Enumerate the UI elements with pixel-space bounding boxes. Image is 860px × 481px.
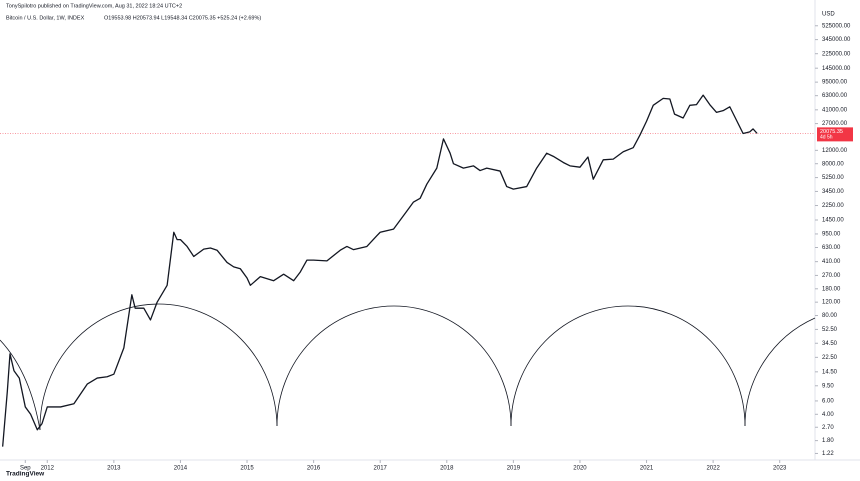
x-tick-label: 2021 (640, 466, 654, 472)
y-tick-label: 52.50 (822, 327, 838, 333)
y-tick-label: 1.22 (822, 451, 834, 457)
x-tick-label: 2014 (174, 466, 188, 472)
x-tick-label: 2019 (507, 466, 521, 472)
y-tick-label: 270.00 (822, 273, 841, 279)
y-tick-label: 4.00 (822, 412, 834, 418)
cycle-arc (0, 339, 41, 431)
x-tick-label: 2012 (41, 466, 55, 472)
cycle-arc (510, 305, 746, 427)
y-tick-label: 5250.00 (822, 175, 844, 181)
cycle-arc (744, 317, 816, 427)
y-tick-label: 950.00 (822, 232, 841, 238)
price-line (2, 94, 758, 447)
last-price-box (817, 127, 853, 142)
y-tick-label: 1.80 (822, 438, 834, 444)
x-tick-label: Sep (20, 466, 31, 472)
y-tick-label: 525000.00 (822, 23, 851, 29)
y-tick-label: 12000.00 (822, 148, 848, 154)
y-tick-label: 63000.00 (822, 93, 848, 99)
y-tick-label: 3450.00 (822, 189, 844, 195)
attribution: TonySpilotro published on TradingView.co… (6, 3, 182, 9)
y-tick-label: 2.70 (822, 425, 834, 431)
chart-title: Bitcoin / U.S. Dollar, 1W, INDEX (6, 15, 85, 21)
cycle-arc (276, 305, 512, 427)
x-tick-label: 2022 (706, 466, 720, 472)
y-tick-label: 6.00 (822, 399, 834, 405)
y-tick-label: 410.00 (822, 259, 841, 265)
ohlc-legend: O19553.98 H20573.94 L19548.34 C20075.35 … (104, 15, 261, 21)
y-tick-label: 34.50 (822, 341, 838, 347)
countdown: 4d 5h (820, 135, 833, 141)
y-tick-label: 120.00 (822, 300, 841, 306)
y-tick-label: 22.50 (822, 355, 838, 361)
y-tick-label: 145000.00 (822, 66, 851, 72)
x-tick-label: 2023 (773, 466, 787, 472)
y-tick-label: 630.00 (822, 245, 841, 251)
y-tick-label: 8000.00 (822, 161, 844, 167)
logo: TradingView (6, 471, 45, 478)
y-tick-label: 1450.00 (822, 218, 844, 224)
y-axis-label: USD (822, 12, 835, 18)
y-tick-label: 345000.00 (822, 37, 851, 43)
x-tick-label: 2020 (573, 466, 587, 472)
y-tick-label: 9.50 (822, 383, 834, 389)
cycle-arc (39, 303, 278, 431)
x-tick-label: 2015 (240, 466, 254, 472)
cycle-arcs (0, 303, 816, 431)
y-tick-label: 14.50 (822, 369, 838, 375)
x-tick-label: 2016 (307, 466, 321, 472)
y-tick-label: 27000.00 (822, 121, 848, 127)
y-tick-label: 2250.00 (822, 203, 844, 209)
y-tick-label: 41000.00 (822, 107, 848, 113)
y-tick-label: 180.00 (822, 286, 841, 292)
y-tick-label: 80.00 (822, 313, 838, 319)
x-tick-label: 2013 (107, 466, 121, 472)
x-tick-label: 2017 (374, 466, 388, 472)
y-tick-label: 95000.00 (822, 80, 848, 86)
last-price-label: 20075.35 (820, 129, 843, 135)
y-tick-label: 225000.00 (822, 51, 851, 57)
x-tick-label: 2018 (440, 466, 454, 472)
